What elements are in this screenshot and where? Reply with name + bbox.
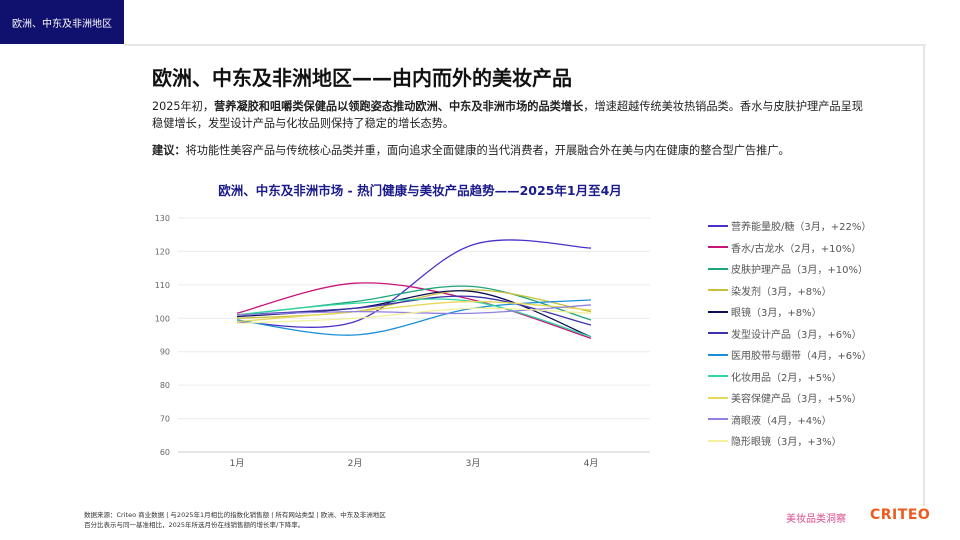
legend-swatch [708, 310, 728, 313]
legend-label: 眼镜（3月，+8%） [731, 308, 822, 320]
region-tag: 欧洲、中东及非洲地区 [0, 0, 124, 44]
x-tick-label: 2月 [348, 458, 363, 469]
frame-right [923, 44, 925, 506]
legend-label: 化妆用品（2月，+5%） [731, 372, 842, 384]
y-tick-label: 100 [155, 314, 170, 323]
legend-swatch [708, 332, 728, 335]
y-tick-label: 130 [155, 214, 170, 223]
y-tick-label: 60 [160, 448, 170, 457]
series-line [236, 239, 592, 328]
legend-swatch [708, 267, 728, 270]
advice-label: 建议： [152, 144, 186, 157]
series-line [236, 282, 592, 339]
chart-title: 欧洲、中东及非洲市场 - 热门健康与美妆产品趋势——2025年1月至4月 [218, 183, 622, 198]
legend-swatch [708, 246, 728, 249]
y-tick-label: 80 [160, 381, 170, 390]
legend-label: 染发剂（3月，+8%） [731, 286, 832, 298]
legend-item: 隐形眼镜（3月，+3%） [708, 430, 872, 452]
summary-rest: ，增速超越传统美妆热销品类。香水与皮肤护理产品呈现稳健增长，发型设计产品与化妆品… [152, 100, 863, 130]
legend-swatch [708, 353, 728, 356]
summary-prefix: 2025年初， [152, 100, 215, 113]
footer-notes: 数据来源：Criteo 商业数据 | 与2025年1月相比的指数化销售额 | 所… [84, 510, 386, 530]
summary-bold: 营养凝胶和咀嚼类保健品以领跑姿态推动欧洲、中东及非洲市场的品类增长 [214, 100, 584, 113]
advice-text: 将功能性美容产品与传统核心品类并重，面向追求全面健康的当代消费者，开展融合外在美… [185, 144, 790, 157]
criteo-logo: CRITEO [870, 507, 931, 523]
legend-item: 香水/古龙水（2月，+10%） [708, 237, 872, 259]
legend-label: 发型设计产品（3月，+6%） [731, 329, 862, 341]
x-tick-label: 1月 [230, 458, 245, 469]
legend-swatch [708, 439, 728, 442]
legend-label: 皮肤护理产品（3月，+10%） [731, 265, 868, 277]
legend-swatch [708, 396, 728, 399]
series-line [236, 299, 592, 336]
legend-label: 美容保健产品（3月，+5%） [731, 394, 862, 406]
footer-source: 数据来源：Criteo 商业数据 | 与2025年1月相比的指数化销售额 | 所… [84, 511, 386, 519]
legend-label: 隐形眼镜（3月，+3%） [731, 437, 842, 449]
advice-paragraph: 建议：将功能性美容产品与传统核心品类并重，面向追求全面健康的当代消费者，开展融合… [152, 142, 872, 159]
series-line [236, 298, 592, 338]
legend-item: 营养能量胶/糖（3月，+22%） [708, 215, 872, 237]
legend-item: 美容保健产品（3月，+5%） [708, 387, 872, 409]
chart-legend: 营养能量胶/糖（3月，+22%） 香水/古龙水（2月，+10%） 皮肤护理产品（3月… [708, 215, 872, 452]
page-title: 欧洲、中东及非洲地区——由内而外的美妆产品 [152, 66, 572, 90]
summary-paragraph: 2025年初，营养凝胶和咀嚼类保健品以领跑姿态推动欧洲、中东及非洲市场的品类增长… [152, 98, 872, 132]
legend-item: 眼镜（3月，+8%） [708, 301, 872, 323]
legend-swatch [708, 224, 728, 227]
x-tick-label: 3月 [466, 458, 481, 469]
x-tick-label: 4月 [584, 458, 599, 469]
frame-top [124, 44, 926, 46]
legend-swatch [708, 418, 728, 421]
legend-item: 医用胶带与绷带（4月，+6%） [708, 344, 872, 366]
footer-note: 百分比表示与同一基准相比，2025年所选月份在线销售额的增长率/下降率。 [84, 521, 305, 529]
series-line [236, 300, 592, 323]
legend-label: 医用胶带与绷带（4月，+6%） [731, 351, 872, 363]
legend-item: 滴眼液（4月，+4%） [708, 409, 872, 431]
brand-text: 美妆品类洞察 [786, 514, 846, 525]
series-line [236, 289, 592, 319]
series-line [236, 307, 592, 324]
legend-item: 发型设计产品（3月，+6%） [708, 323, 872, 345]
legend-swatch [708, 375, 728, 378]
legend-item: 化妆用品（2月，+5%） [708, 366, 872, 388]
y-tick-label: 110 [155, 281, 170, 290]
legend-label: 香水/古龙水（2月，+10%） [731, 243, 862, 255]
y-tick-label: 90 [160, 348, 170, 357]
y-tick-label: 120 [155, 247, 170, 256]
legend-item: 皮肤护理产品（3月，+10%） [708, 258, 872, 280]
legend-item: 染发剂（3月，+8%） [708, 280, 872, 302]
legend-label: 营养能量胶/糖（3月，+22%） [731, 222, 872, 234]
legend-label: 滴眼液（4月，+4%） [731, 415, 832, 427]
legend-swatch [708, 289, 728, 292]
y-tick-label: 70 [160, 415, 170, 424]
